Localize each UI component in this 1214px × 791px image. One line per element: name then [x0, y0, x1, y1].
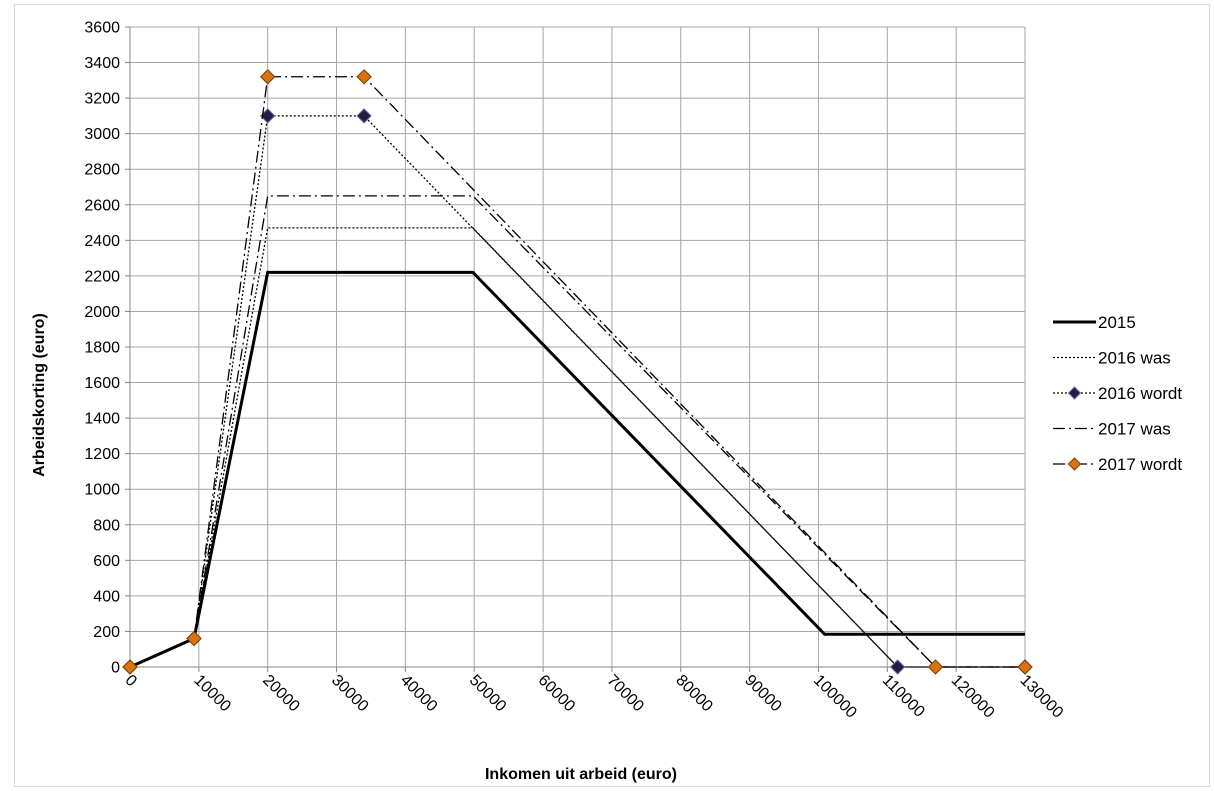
y-tick-label: 3400 [84, 55, 120, 72]
data-point-marker [356, 108, 372, 124]
x-tick-label: 110000 [879, 672, 928, 721]
y-tick-label: 3600 [84, 20, 120, 37]
x-tick-label: 30000 [328, 672, 372, 716]
series-2017-wordt [122, 69, 1033, 675]
series-2015 [129, 270, 1025, 669]
grid [125, 26, 1026, 672]
legend-item: 2017 was [1053, 420, 1171, 439]
x-tick-label: 50000 [466, 672, 510, 716]
x-tick-label: 40000 [397, 672, 441, 716]
y-tick-label: 600 [93, 553, 120, 570]
x-tick-label: 80000 [672, 672, 716, 716]
x-tick-label: 60000 [535, 672, 579, 716]
data-point-marker [1017, 659, 1033, 675]
y-tick-label: 1600 [84, 375, 120, 392]
legend-label: 2016 was [1098, 349, 1171, 368]
y-tick-label: 0 [111, 660, 120, 677]
series-2017-was [129, 195, 1025, 668]
series-2016-wordt [122, 108, 1033, 675]
data-point-marker [927, 659, 944, 675]
legend-label: 2016 wordt [1098, 384, 1182, 403]
x-tick-label: 20000 [259, 672, 303, 716]
legend-item: 2016 wordt [1053, 384, 1182, 403]
x-tick-label: 70000 [603, 672, 647, 716]
legend-item: 2015 [1053, 313, 1136, 332]
data-point-marker [259, 69, 276, 85]
y-tick-label: 3000 [84, 126, 120, 143]
series-line [129, 270, 1025, 669]
x-tick-label: 0 [122, 672, 140, 690]
y-tick-labels: 0 200 400 600 800 1000 1200 1400 1600 1800 2000 220… [84, 20, 120, 677]
y-tick-label: 800 [93, 517, 120, 534]
data-point-marker [122, 659, 138, 675]
legend-item: 2017 wordt [1053, 455, 1182, 474]
y-tick-label: 2600 [84, 197, 120, 214]
x-tick-label: 120000 [948, 672, 998, 722]
x-tick-label: 10000 [190, 672, 234, 716]
x-tick-label: 130000 [1017, 672, 1067, 722]
legend-item: 2016 was [1053, 349, 1171, 368]
series-group [122, 69, 1033, 675]
legend-marker [1067, 457, 1082, 471]
x-tick-label: 100000 [810, 672, 860, 722]
y-tick-label: 3200 [84, 91, 120, 108]
data-point-marker [889, 659, 906, 675]
y-tick-label: 400 [93, 588, 120, 605]
y-tick-label: 2200 [84, 268, 120, 285]
series-2016-was [129, 227, 1025, 668]
legend-label: 2015 [1098, 313, 1136, 332]
y-axis-title: Arbeidskorting (euro) [31, 313, 48, 477]
legend: 2015 2016 was 2016 wordt 2017 was 2017 wordt [1053, 313, 1182, 474]
legend-label: 2017 was [1098, 420, 1171, 439]
data-point-marker [356, 69, 372, 85]
y-tick-label: 2400 [84, 233, 120, 250]
legend-marker [1067, 386, 1082, 400]
series-line [129, 115, 1025, 668]
data-point-marker [186, 630, 202, 647]
x-tick-labels: 0 10000 20000 30000 40000 50000 60000 70000 8000… [122, 672, 1067, 722]
x-tick-label: 90000 [741, 672, 785, 716]
series-line [129, 227, 1025, 668]
series-line [129, 76, 1025, 668]
y-tick-label: 2000 [84, 304, 120, 321]
y-tick-label: 1200 [84, 446, 120, 463]
y-tick-label: 1800 [84, 340, 120, 357]
legend-label: 2017 wordt [1098, 455, 1182, 474]
series-line [129, 195, 1025, 668]
x-axis-title: Inkomen uit arbeid (euro) [485, 766, 677, 783]
y-tick-label: 1400 [84, 411, 120, 428]
y-tick-label: 2800 [84, 162, 120, 179]
y-tick-label: 1000 [84, 482, 120, 499]
y-tick-label: 200 [93, 624, 120, 641]
